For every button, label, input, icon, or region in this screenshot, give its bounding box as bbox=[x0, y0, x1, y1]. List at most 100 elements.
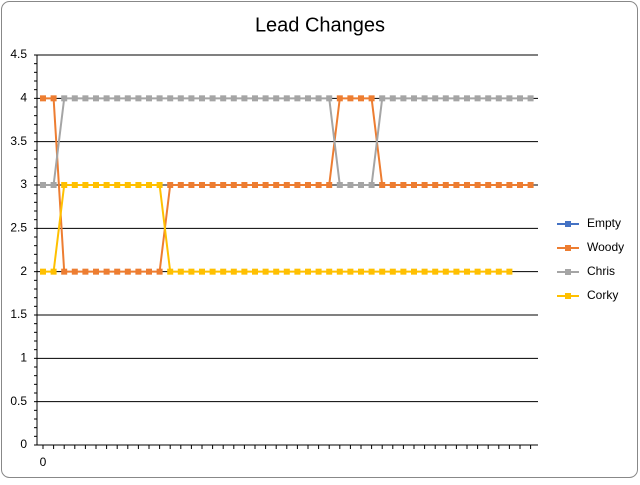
data-point bbox=[199, 182, 205, 188]
data-point bbox=[262, 182, 269, 188]
chart-border bbox=[1, 1, 638, 478]
data-point bbox=[177, 182, 184, 188]
data-point bbox=[230, 182, 237, 188]
data-point bbox=[442, 95, 449, 102]
data-point bbox=[283, 95, 290, 102]
data-point bbox=[167, 95, 174, 102]
data-point bbox=[485, 268, 492, 275]
data-point bbox=[464, 95, 470, 102]
data-point bbox=[421, 268, 428, 275]
data-point bbox=[442, 182, 449, 188]
data-point bbox=[305, 268, 311, 275]
data-point bbox=[146, 95, 152, 102]
legend-label: Empty bbox=[587, 216, 621, 230]
data-point bbox=[124, 95, 131, 102]
data-point bbox=[474, 182, 481, 188]
data-point bbox=[283, 268, 290, 275]
chart-title: Lead Changes bbox=[255, 14, 385, 36]
data-point bbox=[495, 182, 502, 188]
data-point bbox=[220, 182, 227, 188]
data-point bbox=[527, 95, 534, 102]
data-point bbox=[336, 182, 343, 188]
data-point bbox=[241, 182, 248, 188]
data-point bbox=[358, 182, 364, 188]
data-point bbox=[453, 268, 460, 275]
data-point bbox=[347, 182, 354, 188]
data-point bbox=[379, 268, 386, 275]
data-point bbox=[114, 182, 121, 188]
data-point bbox=[273, 268, 280, 275]
legend-marker bbox=[565, 269, 571, 275]
data-point bbox=[93, 268, 99, 275]
data-point bbox=[506, 95, 513, 102]
data-point bbox=[230, 268, 237, 275]
data-point bbox=[368, 95, 375, 102]
data-point bbox=[517, 182, 523, 188]
data-point bbox=[495, 95, 502, 102]
legend-marker bbox=[565, 293, 571, 299]
data-point bbox=[230, 95, 237, 102]
data-point bbox=[389, 95, 396, 102]
data-point bbox=[347, 95, 354, 102]
data-point bbox=[315, 95, 322, 102]
data-point bbox=[400, 95, 407, 102]
data-point bbox=[485, 95, 492, 102]
data-point bbox=[199, 95, 205, 102]
legend-label: Corky bbox=[587, 288, 618, 302]
y-tick-label: 3.5 bbox=[10, 134, 27, 148]
data-point bbox=[188, 268, 195, 275]
data-point bbox=[506, 182, 513, 188]
data-point bbox=[294, 182, 301, 188]
y-tick-label: 2.5 bbox=[10, 221, 27, 235]
data-point bbox=[103, 95, 110, 102]
data-point bbox=[432, 95, 439, 102]
y-tick-label: 3 bbox=[20, 177, 27, 191]
data-point bbox=[421, 182, 428, 188]
data-point bbox=[71, 268, 78, 275]
data-point bbox=[358, 95, 364, 102]
data-point bbox=[199, 268, 205, 275]
data-point bbox=[167, 268, 174, 275]
data-point bbox=[93, 95, 99, 102]
data-point bbox=[336, 95, 343, 102]
data-point bbox=[305, 95, 311, 102]
y-tick-label: 4 bbox=[20, 91, 27, 105]
data-point bbox=[368, 182, 375, 188]
data-point bbox=[124, 268, 131, 275]
data-point bbox=[411, 182, 417, 188]
data-point bbox=[40, 268, 46, 275]
data-point bbox=[50, 95, 57, 102]
data-point bbox=[400, 182, 407, 188]
data-point bbox=[156, 95, 163, 102]
data-point bbox=[474, 268, 481, 275]
data-point bbox=[71, 182, 78, 188]
legend-marker bbox=[565, 221, 571, 227]
data-point bbox=[114, 268, 121, 275]
data-point bbox=[453, 95, 460, 102]
data-point bbox=[389, 268, 396, 275]
data-point bbox=[400, 268, 407, 275]
data-point bbox=[411, 95, 417, 102]
data-point bbox=[379, 95, 386, 102]
data-point bbox=[442, 268, 449, 275]
data-point bbox=[209, 95, 216, 102]
data-point bbox=[283, 182, 290, 188]
data-point bbox=[474, 95, 481, 102]
y-tick-label: 1.5 bbox=[10, 307, 27, 321]
data-point bbox=[506, 268, 513, 275]
data-point bbox=[188, 95, 195, 102]
data-point bbox=[50, 182, 57, 188]
data-point bbox=[273, 95, 280, 102]
data-point bbox=[358, 268, 364, 275]
data-point bbox=[103, 182, 110, 188]
data-point bbox=[262, 268, 269, 275]
data-point bbox=[135, 268, 142, 275]
data-point bbox=[495, 268, 502, 275]
data-point bbox=[124, 182, 131, 188]
x-tick-label: 0 bbox=[40, 455, 47, 469]
data-point bbox=[464, 182, 470, 188]
data-point bbox=[294, 95, 301, 102]
data-point bbox=[389, 182, 396, 188]
data-point bbox=[93, 182, 99, 188]
